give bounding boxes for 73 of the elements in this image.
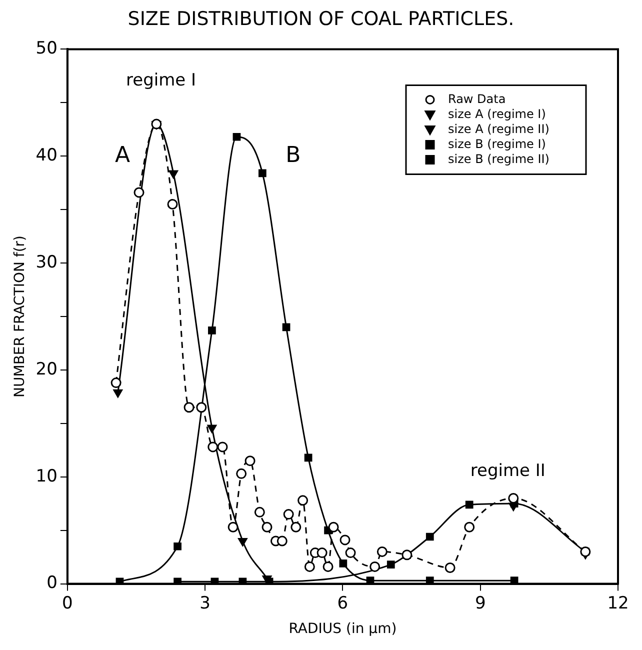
point [110,378,122,388]
point [116,578,124,584]
point [167,198,178,210]
point [174,542,182,550]
point [366,576,374,584]
point [316,548,328,558]
point [339,560,348,568]
annotation: regime I [126,70,196,91]
point [262,522,272,532]
point [465,500,474,509]
point [184,402,194,413]
point [328,522,339,532]
point [508,493,519,504]
y-tick-label: 30 [36,252,58,272]
point [196,402,207,413]
point [345,548,356,558]
point [210,578,219,584]
legend-label: size B (regime I) [448,136,546,151]
point [228,522,238,532]
point [304,561,315,572]
point [426,532,434,541]
point [322,561,334,572]
x-axis-title: RADIUS (in μm) [288,621,397,638]
x-tick-label: 6 [337,593,348,614]
point [298,495,308,506]
point [208,442,218,452]
legend-label: size B (regime II) [448,152,550,166]
point [510,576,518,584]
point [376,546,388,557]
x-tick-label: 9 [474,593,486,614]
point [174,578,182,584]
point [370,561,380,572]
point [426,576,434,584]
point [217,442,228,452]
y-tick-label: 20 [36,359,58,380]
point [207,424,217,433]
point [282,323,290,332]
point [386,560,395,568]
y-axis-title: NUMBER FRACTION f(r) [12,236,28,398]
legend-label: Raw Data [448,92,506,106]
point [236,468,247,479]
point [254,506,265,518]
y-tick-label: 0 [46,573,58,594]
point [464,522,475,532]
y-tick-label: 40 [36,146,58,166]
point [244,456,256,466]
point [290,522,302,532]
point [208,326,216,334]
point [444,562,456,574]
point [168,170,178,178]
point [151,118,162,130]
point [304,454,312,462]
point [283,509,294,520]
legend-label: size A (regime I) [448,106,546,121]
legend-label: size A (regime II) [448,122,550,136]
point [276,536,288,546]
point [508,502,518,511]
x-tick-label: 0 [62,593,73,614]
annotation: regime II [470,460,546,481]
x-tick-label: 12 [607,593,629,614]
point [232,132,241,141]
y-tick-label: 10 [36,466,58,486]
point [340,534,350,546]
point [238,538,248,546]
chart-title: SIZE DISTRIBUTION OF COAL PARTICLES. [126,8,516,30]
annotation: A [114,142,130,168]
x-tick-label: 3 [200,593,210,614]
point [134,187,144,198]
point [238,578,247,584]
point [258,169,266,178]
y-tick-label: 50 [36,38,58,59]
annotation: B [286,142,301,168]
point [113,389,123,398]
